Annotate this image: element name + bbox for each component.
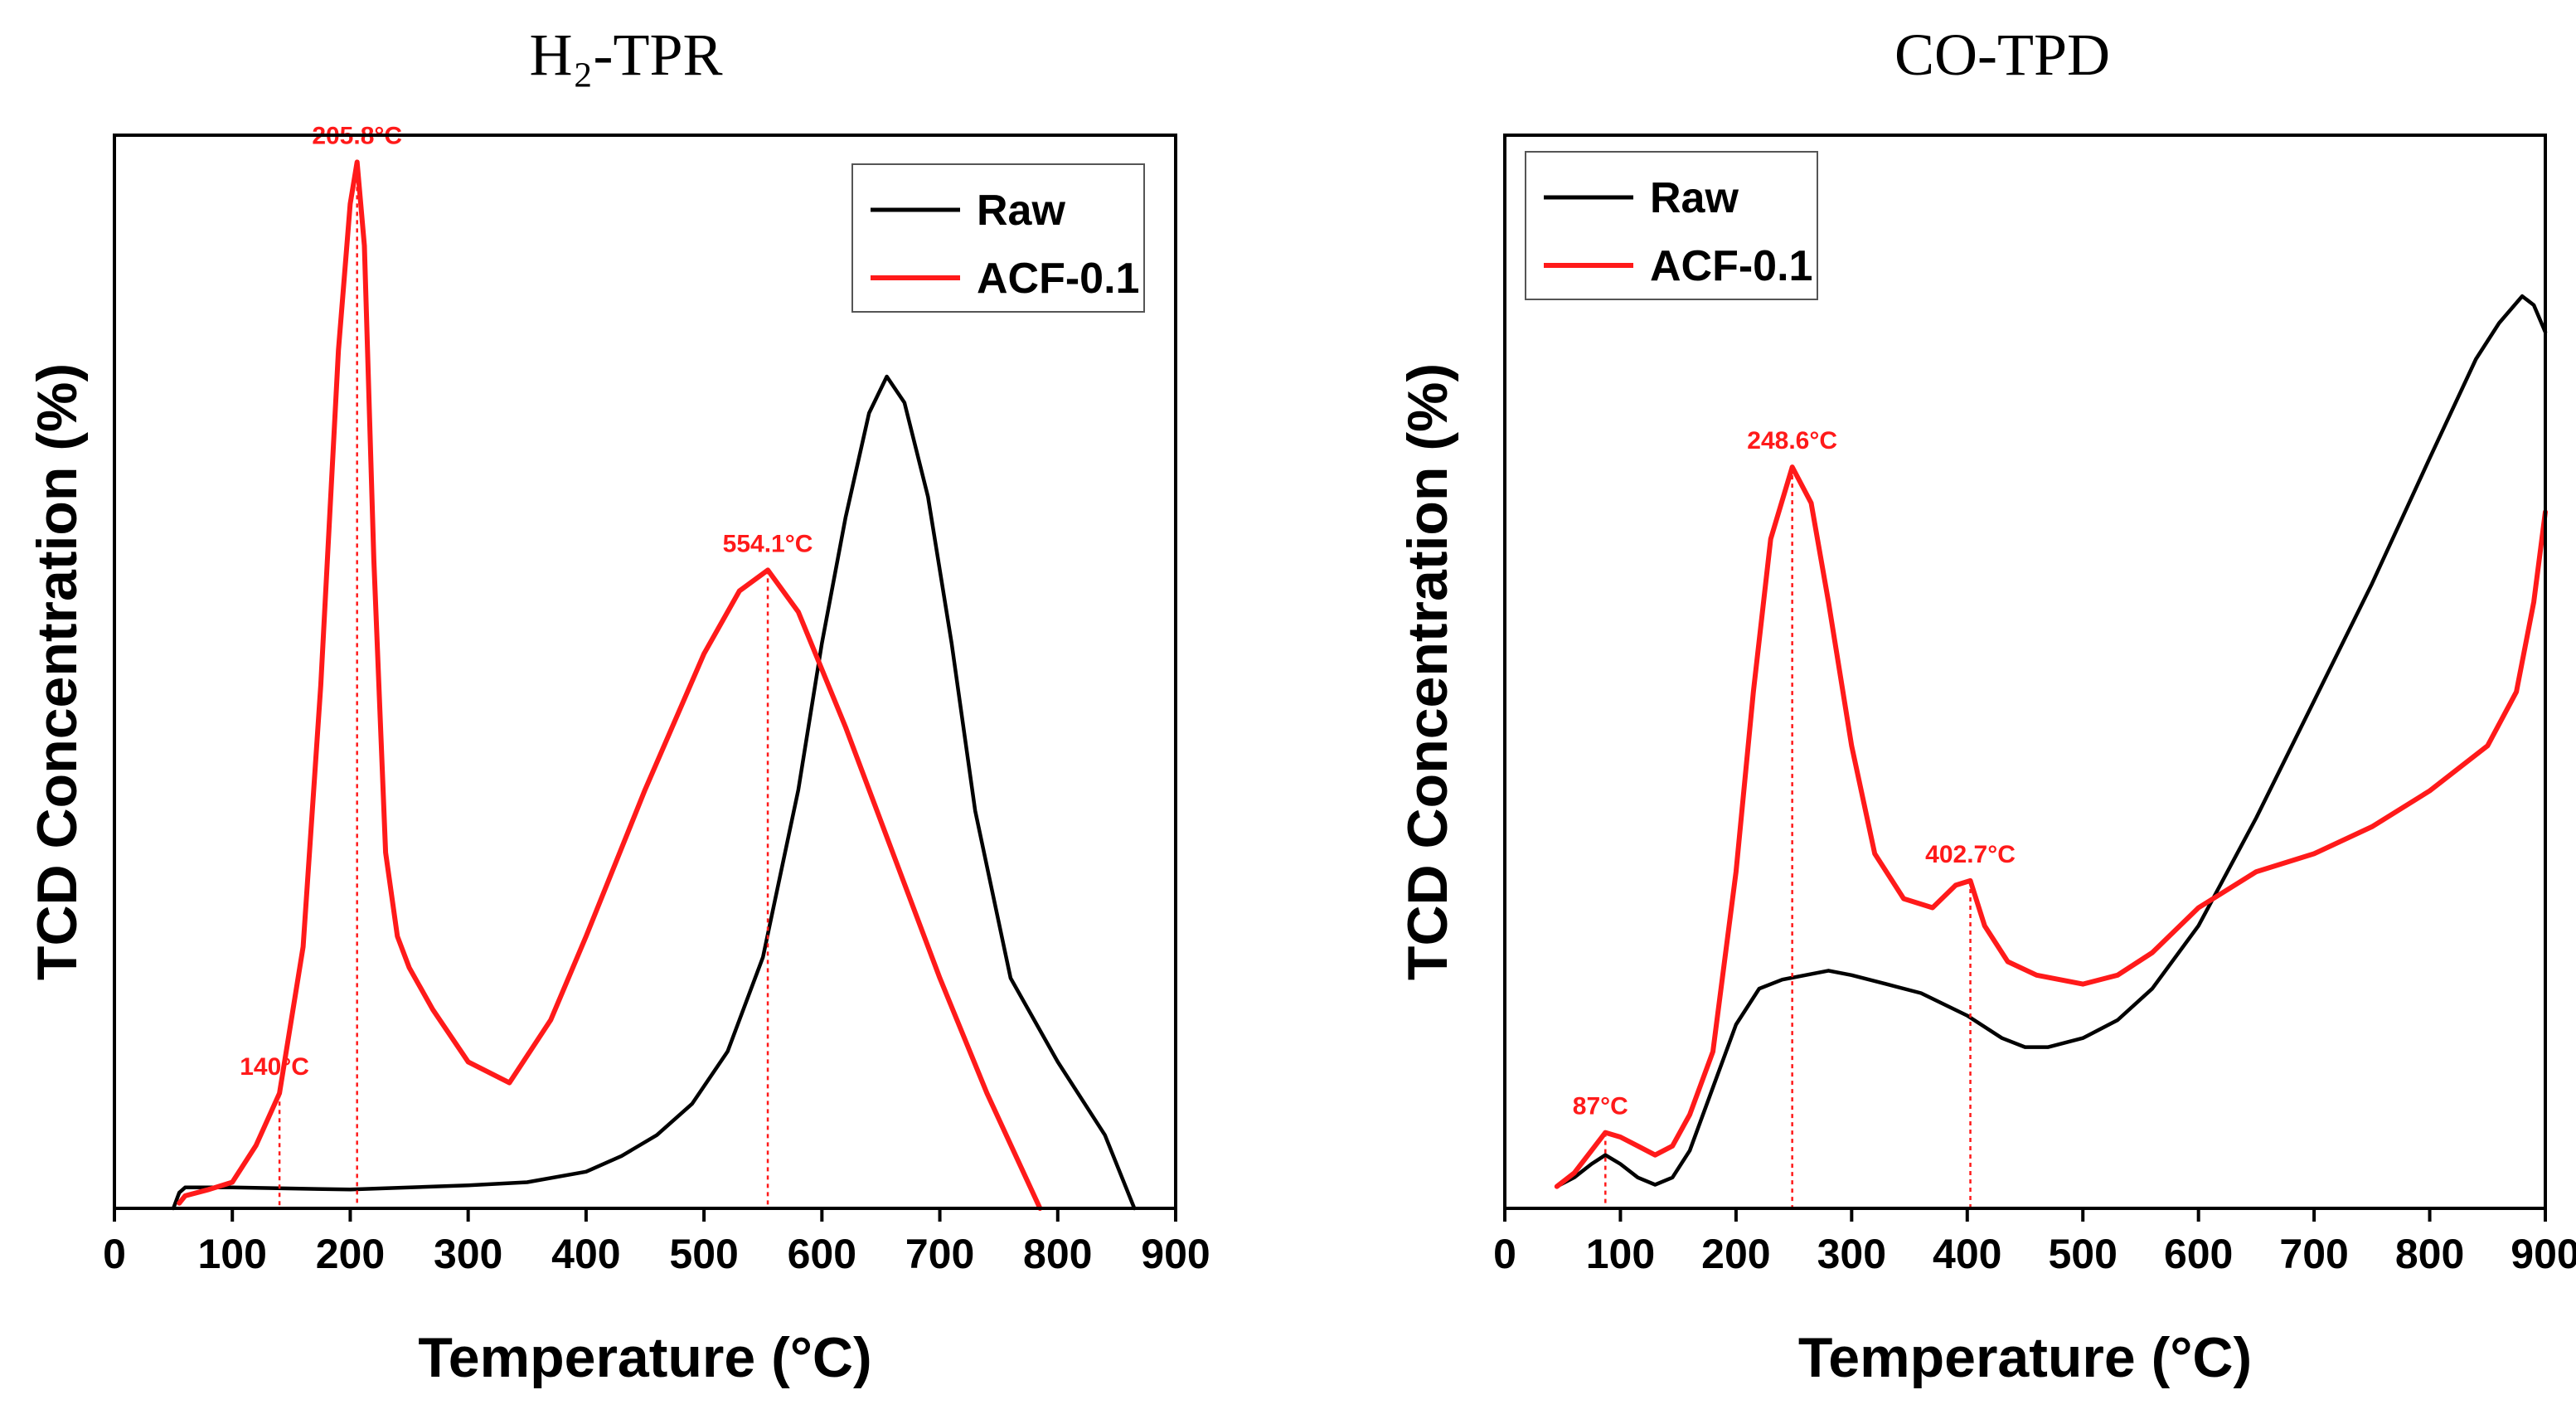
x-tick-label: 0 bbox=[103, 1231, 126, 1277]
legend-box bbox=[1525, 151, 1818, 300]
x-tick-label: 700 bbox=[905, 1231, 974, 1277]
plot-frame bbox=[113, 134, 1177, 1210]
chart-title: CO-TPD bbox=[1894, 22, 2110, 88]
co-tpd-panel: CO-TPD 87°C 248.6°C 402.7°C 0 100 200 300 400 500… bbox=[1396, 22, 2576, 1389]
x-tick-label: 200 bbox=[316, 1231, 385, 1277]
y-axis-label: TCD Concentration (%) bbox=[26, 363, 89, 980]
legend-box bbox=[851, 163, 1145, 313]
x-tick-label: 400 bbox=[551, 1231, 620, 1277]
x-tick-label: 900 bbox=[2511, 1231, 2576, 1277]
chart-title: H₂-TPR bbox=[529, 22, 722, 88]
x-tick-label: 400 bbox=[1933, 1231, 2001, 1277]
x-tick-label: 800 bbox=[2395, 1231, 2464, 1277]
x-axis-label: Temperature (°C) bbox=[1798, 1326, 2252, 1389]
x-tick-label: 600 bbox=[2164, 1231, 2233, 1277]
legend-label: ACF-0.1 bbox=[1650, 242, 1812, 290]
x-tick-label: 900 bbox=[1141, 1231, 1210, 1277]
annotation-label: 554.1°C bbox=[723, 530, 813, 557]
x-tick-label: 100 bbox=[198, 1231, 267, 1277]
y-axis-label: TCD Concentration (%) bbox=[1396, 363, 1459, 980]
legend-label: ACF-0.1 bbox=[977, 255, 1139, 303]
x-tick-label: 300 bbox=[1817, 1231, 1886, 1277]
x-tick-label: 200 bbox=[1701, 1231, 1770, 1277]
x-tick-label: 100 bbox=[1586, 1231, 1655, 1277]
annotation-label: 140°C bbox=[240, 1053, 309, 1081]
plot-frame bbox=[1503, 134, 2547, 1210]
series-line-acf-0-1 bbox=[1554, 464, 2548, 1189]
series-line-acf-0-1 bbox=[177, 159, 1043, 1211]
x-tick-label: 500 bbox=[2049, 1231, 2118, 1277]
legend-label: Raw bbox=[1650, 174, 1739, 222]
annotation-label: 402.7°C bbox=[1925, 841, 2016, 868]
series-line-raw bbox=[171, 374, 1137, 1211]
x-tick-label: 700 bbox=[2279, 1231, 2348, 1277]
legend-label: Raw bbox=[977, 187, 1065, 235]
x-tick-label: 600 bbox=[788, 1231, 856, 1277]
x-axis-label: Temperature (°C) bbox=[418, 1326, 871, 1389]
annotation-label: 87°C bbox=[1573, 1093, 1628, 1120]
annotation-label: 248.6°C bbox=[1747, 427, 1837, 454]
x-tick-label: 800 bbox=[1023, 1231, 1092, 1277]
x-tick-label: 500 bbox=[669, 1231, 738, 1277]
x-tick-label: 300 bbox=[434, 1231, 502, 1277]
series-line-raw bbox=[1555, 294, 2548, 1188]
x-tick-label: 0 bbox=[1493, 1231, 1516, 1277]
